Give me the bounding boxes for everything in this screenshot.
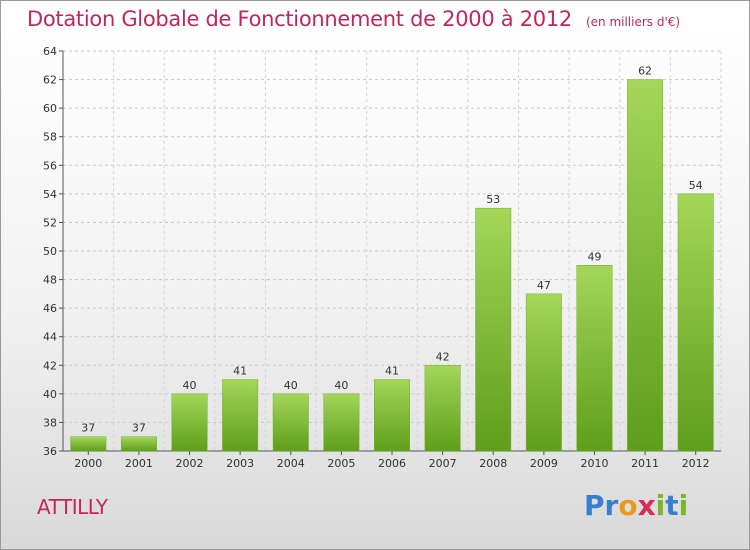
bar-value-label: 54 xyxy=(689,179,703,192)
y-tick-label: 64 xyxy=(43,45,57,58)
x-tick-label: 2001 xyxy=(125,457,153,470)
bar-2002[interactable] xyxy=(171,393,208,452)
logo-letter: o xyxy=(618,489,638,522)
x-tick-label: 2006 xyxy=(378,457,406,470)
x-tick-label: 2003 xyxy=(226,457,254,470)
y-tick-label: 36 xyxy=(43,445,57,458)
commune-name: ATTILLY xyxy=(37,495,108,519)
bar-2009[interactable] xyxy=(525,293,562,452)
bar-2010[interactable] xyxy=(576,265,613,452)
bar-value-label: 40 xyxy=(334,379,348,392)
bar-value-label: 40 xyxy=(183,379,197,392)
bar-2011[interactable] xyxy=(627,79,664,452)
x-tick-label: 2008 xyxy=(479,457,507,470)
logo-letter: i xyxy=(655,489,666,522)
chart-title: Dotation Globale de Fonctionnement de 20… xyxy=(27,7,680,31)
chart-unit: (en milliers d'€) xyxy=(585,15,681,29)
bar-value-label: 37 xyxy=(81,422,95,435)
y-tick-label: 54 xyxy=(43,188,57,201)
x-tick-label: 2002 xyxy=(176,457,204,470)
bar-2000[interactable] xyxy=(70,436,107,452)
x-tick-label: 2009 xyxy=(530,457,558,470)
bar-2006[interactable] xyxy=(374,379,410,452)
bar-value-label: 47 xyxy=(537,279,551,292)
y-tick-label: 60 xyxy=(43,102,57,115)
chart-title-text: Dotation Globale de Fonctionnement de 20… xyxy=(27,7,572,31)
bar-2005[interactable] xyxy=(323,393,360,452)
logo-letter: i xyxy=(678,489,689,522)
bar-value-label: 49 xyxy=(587,250,601,263)
bar-value-label: 41 xyxy=(385,365,399,378)
bar-value-label: 62 xyxy=(638,65,652,78)
y-tick-label: 46 xyxy=(43,302,57,315)
y-tick-label: 48 xyxy=(43,274,57,287)
y-tick-label: 42 xyxy=(43,359,57,372)
bar-2008[interactable] xyxy=(475,207,512,452)
bar-value-label: 53 xyxy=(486,193,500,206)
bar-2012[interactable] xyxy=(677,193,714,452)
bar-value-label: 37 xyxy=(132,422,146,435)
logo-letter: P xyxy=(584,489,605,522)
x-tick-label: 2010 xyxy=(580,457,608,470)
y-tick-label: 50 xyxy=(43,245,57,258)
y-tick-label: 62 xyxy=(43,74,57,87)
x-tick-label: 2004 xyxy=(277,457,305,470)
y-tick-label: 52 xyxy=(43,216,57,229)
logo-letter: t xyxy=(665,489,679,522)
y-tick-label: 38 xyxy=(43,416,57,429)
bar-2004[interactable] xyxy=(272,393,309,452)
bar-value-label: 41 xyxy=(233,365,247,378)
x-tick-label: 2005 xyxy=(327,457,355,470)
logo-letter: x xyxy=(637,489,656,522)
logo-letter: r xyxy=(604,489,619,522)
x-tick-label: 2000 xyxy=(74,457,102,470)
bar-value-label: 42 xyxy=(436,350,450,363)
bar-value-label: 40 xyxy=(284,379,298,392)
bar-2003[interactable] xyxy=(222,379,259,452)
y-tick-label: 56 xyxy=(43,159,57,172)
bar-2001[interactable] xyxy=(120,436,157,452)
proxiti-logo[interactable]: Proxiti xyxy=(584,489,688,522)
y-tick-label: 58 xyxy=(43,131,57,144)
x-tick-label: 2011 xyxy=(631,457,659,470)
bar-2007[interactable] xyxy=(424,365,461,452)
x-tick-label: 2012 xyxy=(682,457,710,470)
x-tick-label: 2007 xyxy=(429,457,457,470)
y-tick-label: 44 xyxy=(43,331,57,344)
y-tick-label: 40 xyxy=(43,388,57,401)
